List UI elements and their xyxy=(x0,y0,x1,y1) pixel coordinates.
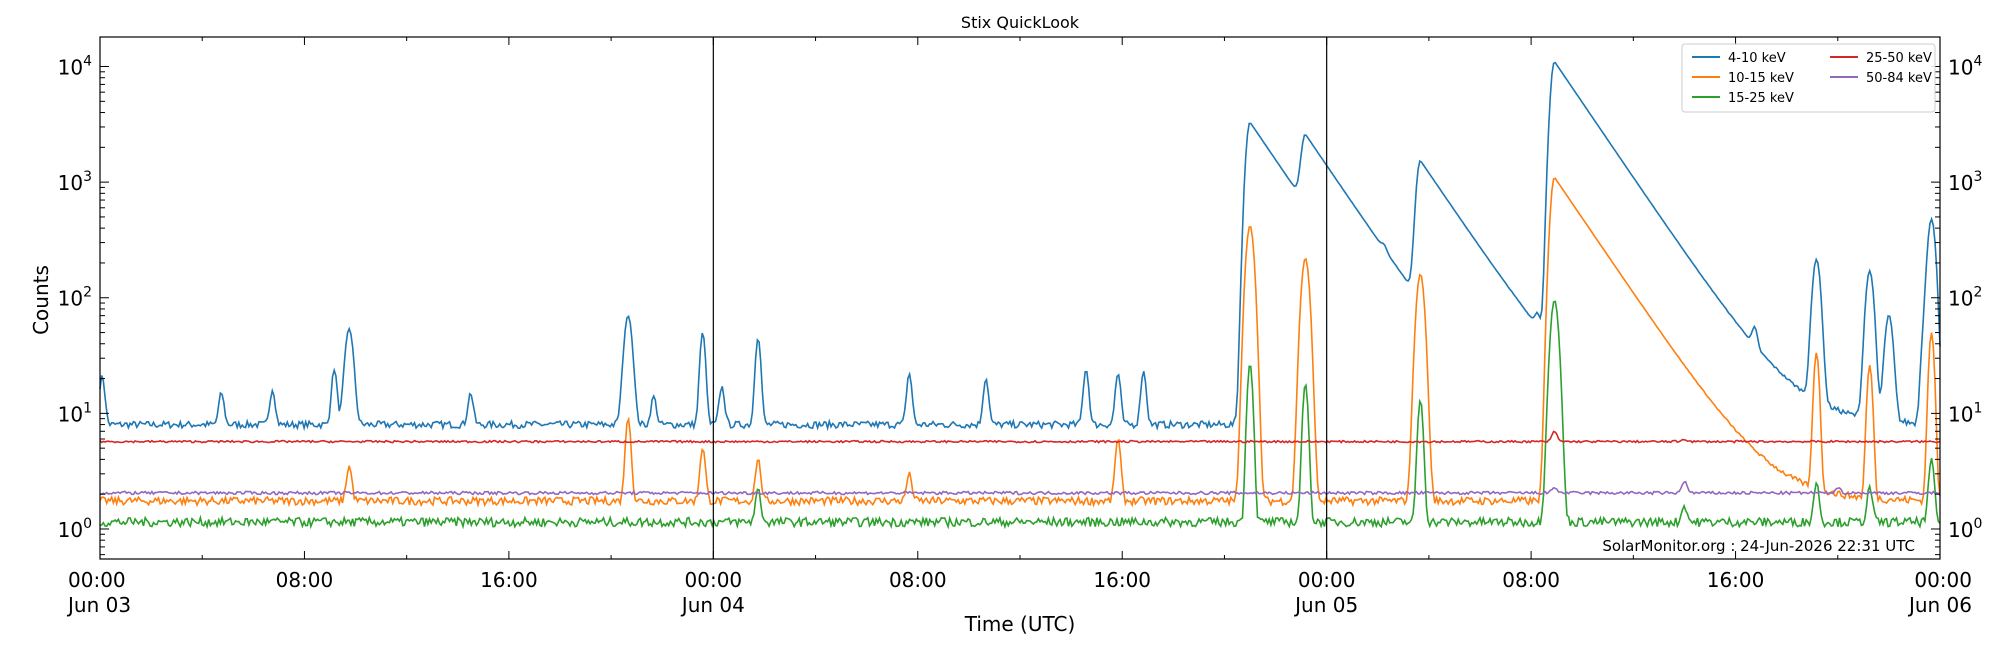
x-tick-label: 08:00 xyxy=(1502,568,1560,592)
y-tick-label-right: 100 xyxy=(1948,516,1982,542)
credit-text: SolarMonitor.org : 24-Jun-2026 22:31 UTC xyxy=(1602,537,1915,555)
y-tick-label-left: 102 xyxy=(58,285,92,311)
x-tick-label: 00:00 xyxy=(685,568,743,592)
legend: 4-10 keV 10-15 keV 15-25 keV 25-50 keV 50-84… xyxy=(1681,43,1936,113)
legend-label: 15-25 keV xyxy=(1728,91,1794,106)
legend-box xyxy=(1681,43,1936,113)
y-tick-label-left: 100 xyxy=(58,516,92,542)
x-tick-date-label: Jun 06 xyxy=(1907,593,1972,617)
series-line-2 xyxy=(99,300,1941,530)
y-tick-label-left: 101 xyxy=(58,400,92,426)
x-tick-date-label: Jun 04 xyxy=(680,593,745,617)
y-axis: 100 100 101 101 102 102 103 103 104 104 xyxy=(58,54,1982,556)
legend-label: 10-15 keV xyxy=(1728,71,1794,86)
series-line-4 xyxy=(100,480,1941,496)
plot-frame xyxy=(99,36,1941,560)
x-tick-label: 16:00 xyxy=(1707,568,1765,592)
x-axis-label: Time (UTC) xyxy=(964,612,1076,636)
legend-label: 25-50 keV xyxy=(1866,51,1932,66)
x-tick-label: 00:00 xyxy=(1298,568,1356,592)
legend-label: 4-10 keV xyxy=(1728,51,1786,66)
series-line-3 xyxy=(99,430,1941,444)
y-tick-label-right: 103 xyxy=(1948,169,1982,195)
x-tick-label: 08:00 xyxy=(889,568,947,592)
x-tick-label: 00:00 xyxy=(68,568,126,592)
x-tick-date-label: Jun 03 xyxy=(66,593,131,617)
y-tick-label-right: 104 xyxy=(1948,54,1982,80)
y-tick-label-left: 104 xyxy=(58,54,92,80)
x-tick-label: 16:00 xyxy=(480,568,538,592)
y-tick-label-right: 102 xyxy=(1948,285,1982,311)
x-tick-label: 16:00 xyxy=(1093,568,1151,592)
day-boundary-lines xyxy=(712,37,1328,559)
x-tick-date-label: Jun 05 xyxy=(1293,593,1358,617)
y-axis-label: Counts xyxy=(29,265,53,335)
y-tick-label-left: 103 xyxy=(58,169,92,195)
chart-title: Stix QuickLook xyxy=(961,13,1080,32)
series-line-0 xyxy=(99,61,1941,432)
plot-lines xyxy=(99,61,1941,530)
x-tick-label: 08:00 xyxy=(276,568,334,592)
y-tick-label-right: 101 xyxy=(1948,400,1982,426)
series-line-1 xyxy=(99,177,1941,508)
x-tick-label: 00:00 xyxy=(1914,568,1972,592)
legend-label: 50-84 keV xyxy=(1866,71,1932,86)
